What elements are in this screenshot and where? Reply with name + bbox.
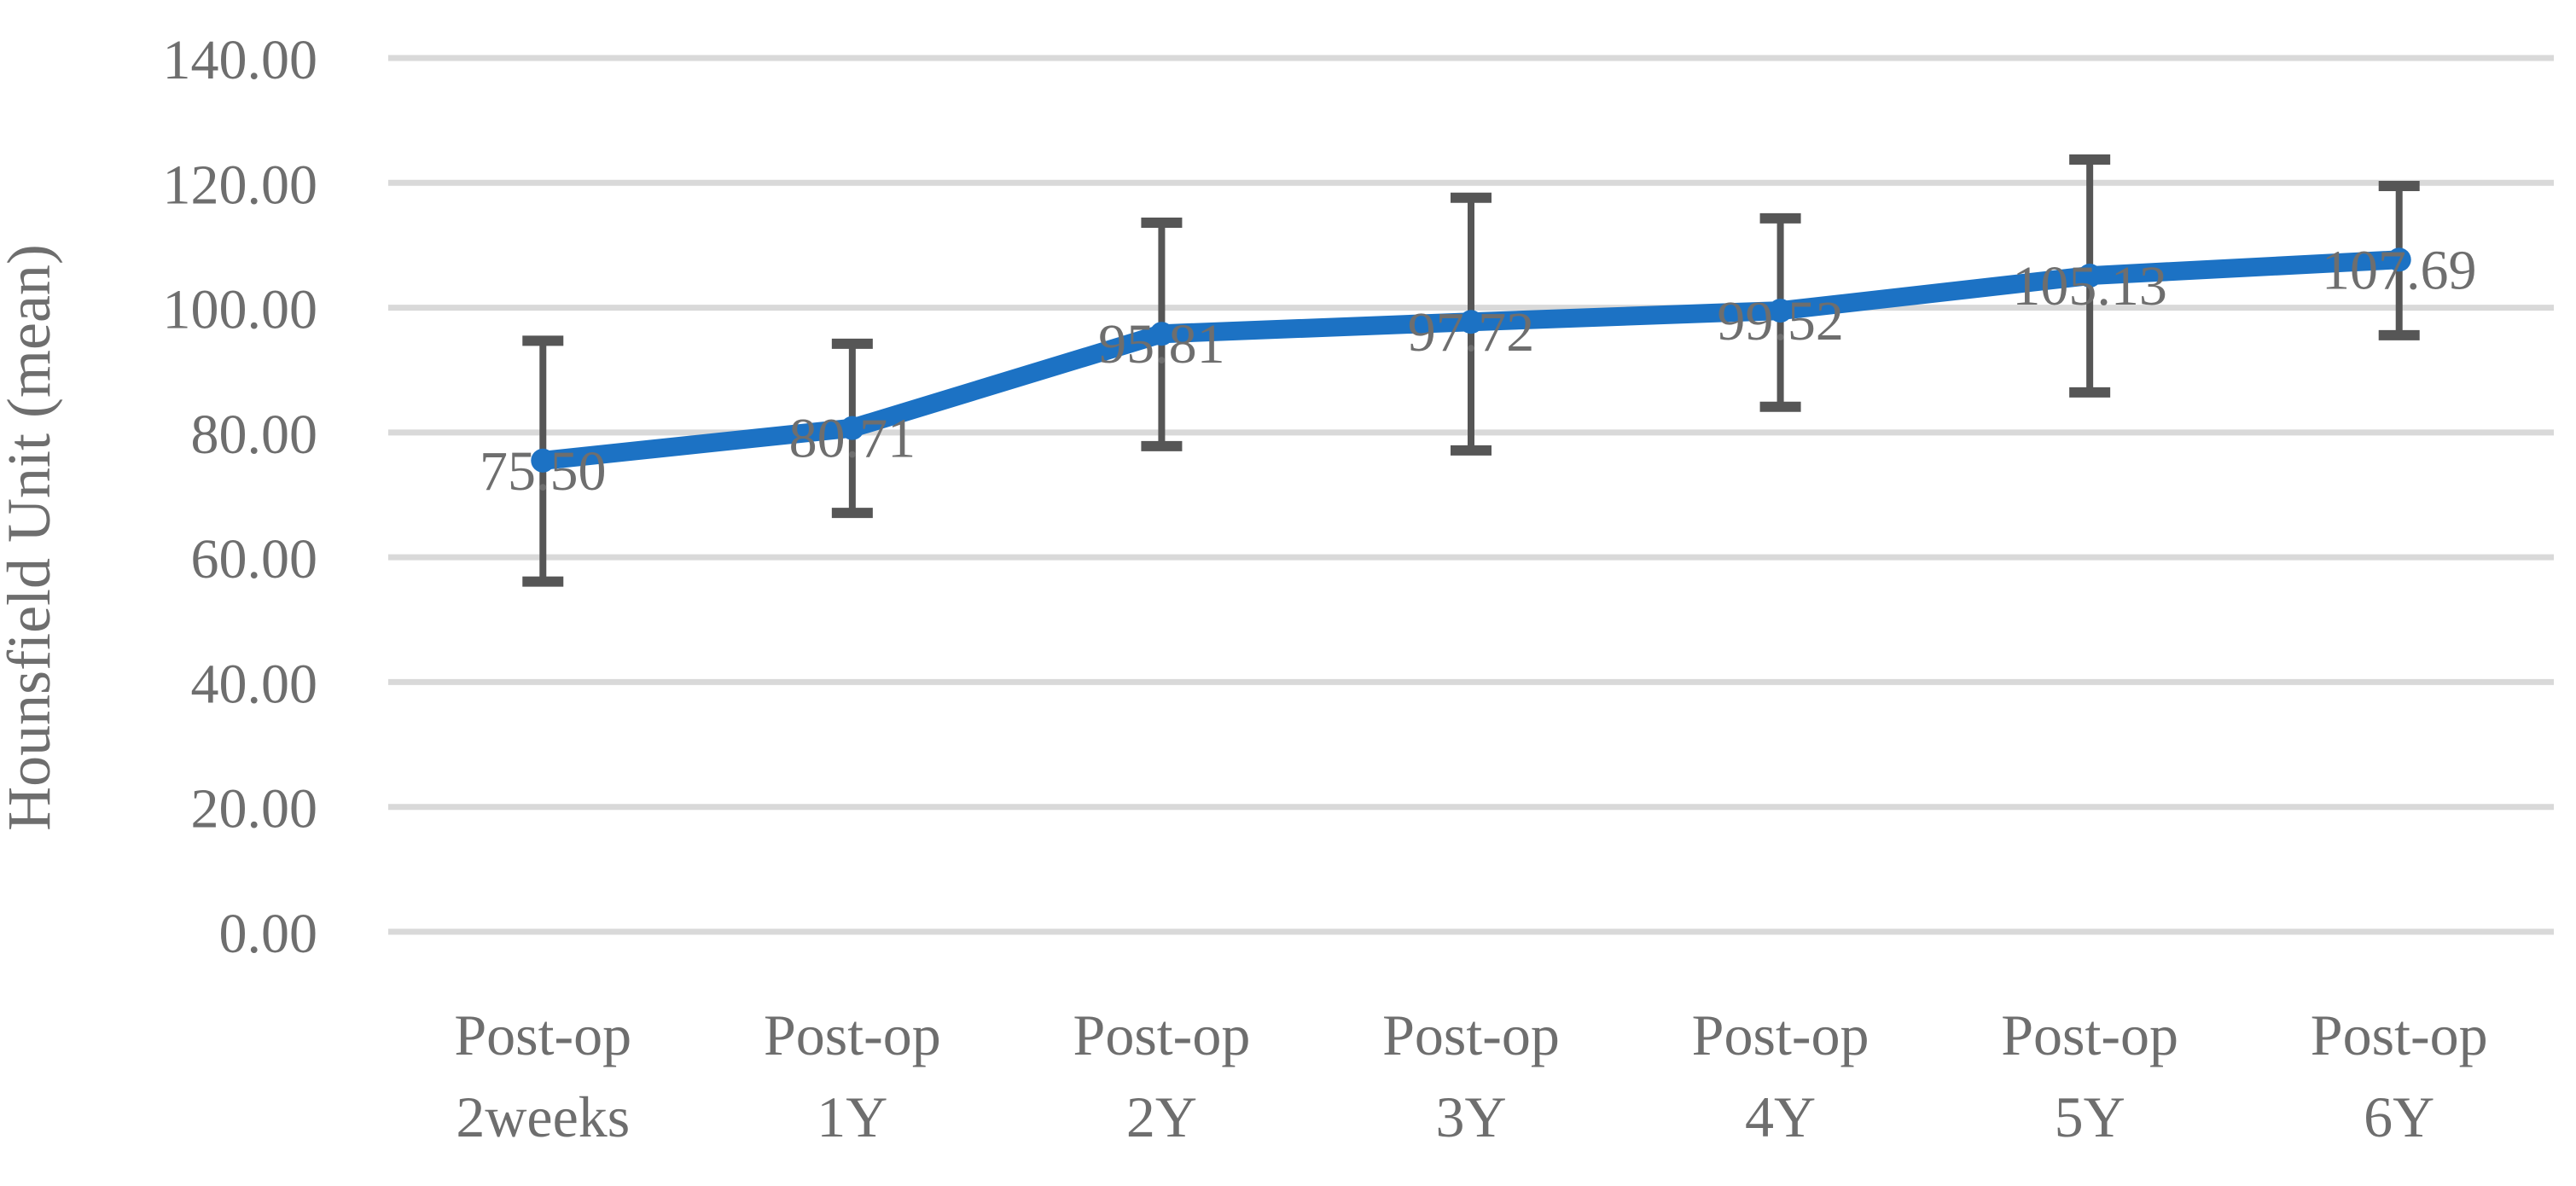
y-tick-label: 120.00 (163, 154, 318, 216)
data-label: 99.52 (1717, 290, 1844, 352)
x-category-label-line2: 3Y (1435, 1084, 1506, 1149)
y-tick-label: 140.00 (163, 29, 318, 91)
x-category-label: Post-op 2Y (1073, 1003, 1251, 1149)
x-category-label-line2: 2Y (1126, 1084, 1197, 1149)
x-category-label-line2: 1Y (817, 1084, 887, 1149)
data-point (840, 416, 864, 440)
x-category-label-line1: Post-op (1073, 1003, 1251, 1067)
data-labels: 75.50 80.71 95.81 97.72 99.52 105.13 107.69 (480, 239, 2476, 502)
data-points (531, 247, 2411, 473)
data-label: 95.81 (1098, 313, 1225, 375)
data-label: 105.13 (2012, 255, 2167, 317)
x-category-label: Post-op 2weeks (454, 1003, 631, 1149)
x-category-label-line1: Post-op (454, 1003, 631, 1067)
x-category-label: Post-op 5Y (2001, 1003, 2178, 1149)
x-category-label: Post-op 4Y (1692, 1003, 1869, 1149)
data-label: 97.72 (1408, 301, 1535, 363)
x-category-label: Post-op 1Y (764, 1003, 941, 1149)
y-tick-label: 60.00 (191, 528, 318, 590)
data-point (1768, 299, 1793, 323)
error-bars (522, 154, 2420, 587)
data-point (531, 448, 555, 473)
x-category-label: Post-op 3Y (1382, 1003, 1560, 1149)
x-category-label-line1: Post-op (1382, 1003, 1560, 1067)
data-point (2078, 264, 2102, 288)
data-label: 75.50 (480, 440, 607, 503)
x-category-label-line2: 5Y (2055, 1084, 2125, 1149)
x-category-label-line1: Post-op (1692, 1003, 1869, 1067)
data-point (1459, 310, 1483, 334)
x-category-label-line2: 2weeks (456, 1084, 630, 1149)
x-axis-category-labels: Post-op 2weeks Post-op 1Y Post-op 2Y Post-op 3Y… (454, 1003, 2487, 1149)
y-tick-label: 100.00 (163, 279, 318, 341)
x-category-label-line1: Post-op (764, 1003, 941, 1067)
x-category-label-line2: 4Y (1745, 1084, 1816, 1149)
y-tick-label: 0.00 (219, 903, 318, 965)
y-tick-label: 40.00 (191, 653, 318, 715)
y-tick-label: 80.00 (191, 404, 318, 466)
x-category-label-line2: 6Y (2364, 1084, 2434, 1149)
y-axis-title: Hounsfield Unit (mean) (0, 244, 63, 831)
x-category-label-line1: Post-op (2001, 1003, 2178, 1067)
y-tick-label: 20.00 (191, 778, 318, 840)
data-point (1149, 322, 1174, 346)
x-category-label-line1: Post-op (2311, 1003, 2488, 1067)
data-label: 107.69 (2322, 239, 2477, 301)
y-axis-tick-labels: 0.00 20.00 40.00 60.00 80.00 100.00 120.00 140.… (163, 29, 318, 965)
data-label: 80.71 (789, 408, 916, 470)
data-point (2387, 247, 2411, 272)
gridlines (388, 55, 2554, 935)
x-category-label: Post-op 6Y (2311, 1003, 2488, 1149)
